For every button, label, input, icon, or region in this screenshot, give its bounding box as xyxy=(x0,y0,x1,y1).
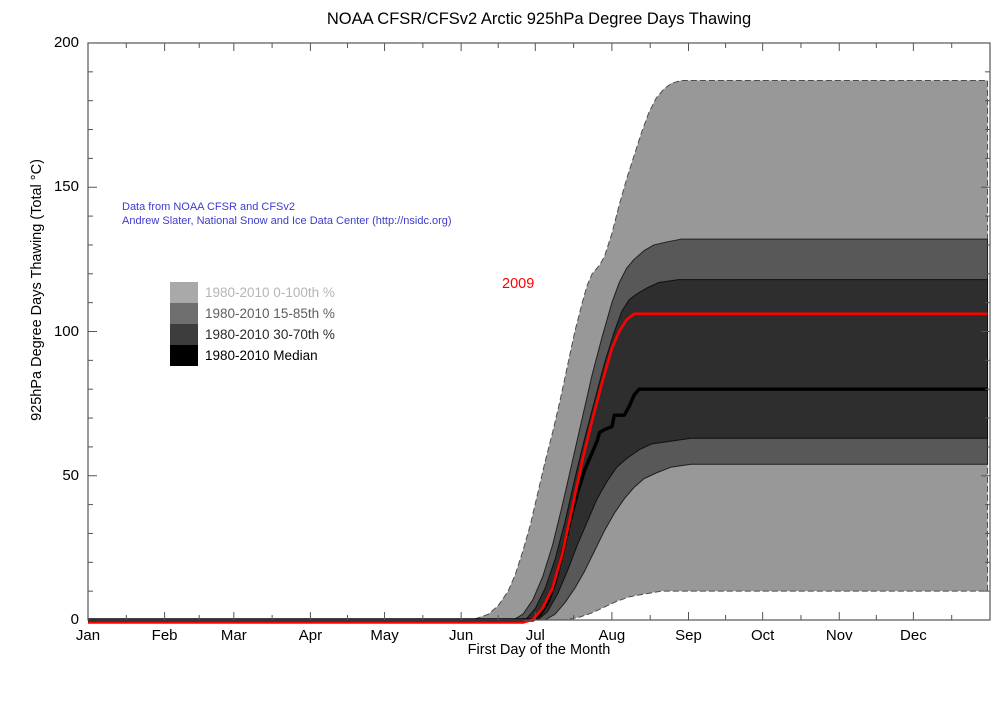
legend-swatch-3 xyxy=(170,345,198,366)
data-source-note: Data from NOAA CFSR and CFSv2 Andrew Sla… xyxy=(122,201,452,228)
x-tick-label-apr: Apr xyxy=(298,627,323,644)
y-tick-label-100: 100 xyxy=(53,322,79,340)
y-tick-label-0: 0 xyxy=(70,611,79,628)
x-tick-label-sep: Sep xyxy=(675,627,702,644)
data-source-line2: Andrew Slater, National Snow and Ice Dat… xyxy=(122,214,452,227)
line-year-2009 xyxy=(88,312,988,624)
legend-label: 1980-2010 30-70th % xyxy=(205,327,335,342)
legend-swatch-1 xyxy=(170,303,198,324)
x-tick-label-aug: Aug xyxy=(598,627,626,644)
x-axis-label: First Day of the Month xyxy=(467,642,611,658)
legend-label: 1980-2010 0-100th % xyxy=(205,285,335,300)
x-tick-label-feb: Feb xyxy=(151,627,178,644)
legend-label: 1980-2010 15-85th % xyxy=(205,306,335,321)
data-source-line1: Data from NOAA CFSR and CFSv2 xyxy=(122,201,295,213)
x-tick-label-may: May xyxy=(370,627,399,644)
x-tick-label-oct: Oct xyxy=(750,627,775,644)
legend-label: 1980-2010 Median xyxy=(205,348,318,363)
legend-item: 1980-2010 0-100th % xyxy=(170,282,335,303)
chart-title: NOAA CFSR/CFSv2 Arctic 925hPa Degree Day… xyxy=(326,10,752,28)
legend-swatch-2 xyxy=(170,324,198,345)
y-axis-label: 925hPa Degree Days Thawing (Total °C) xyxy=(29,159,45,421)
y-tick-label-150: 150 xyxy=(53,178,79,196)
x-tick-label-jul: Jul xyxy=(525,627,545,644)
year-2009-label: 2009 xyxy=(502,276,535,292)
x-tick-label-mar: Mar xyxy=(220,627,247,644)
legend-item: 1980-2010 30-70th % xyxy=(170,324,335,345)
x-tick-label-dec: Dec xyxy=(900,627,927,644)
x-tick-label-jun: Jun xyxy=(449,627,474,644)
legend-item: 1980-2010 15-85th % xyxy=(170,303,335,324)
legend-item: 1980-2010 Median xyxy=(170,345,335,366)
band-percentile-30-70 xyxy=(87,279,989,621)
y-tick-label-50: 50 xyxy=(62,466,79,484)
y-tick-label-200: 200 xyxy=(53,34,79,51)
x-tick-label-nov: Nov xyxy=(825,627,853,644)
legend-swatch-0 xyxy=(170,282,198,303)
legend: 1980-2010 0-100th % 1980-2010 15-85th % 19… xyxy=(170,282,335,366)
line-median-1980-2010 xyxy=(88,387,988,622)
x-tick-label-jan: Jan xyxy=(75,627,101,644)
band-percentile-0-100 xyxy=(87,80,989,621)
